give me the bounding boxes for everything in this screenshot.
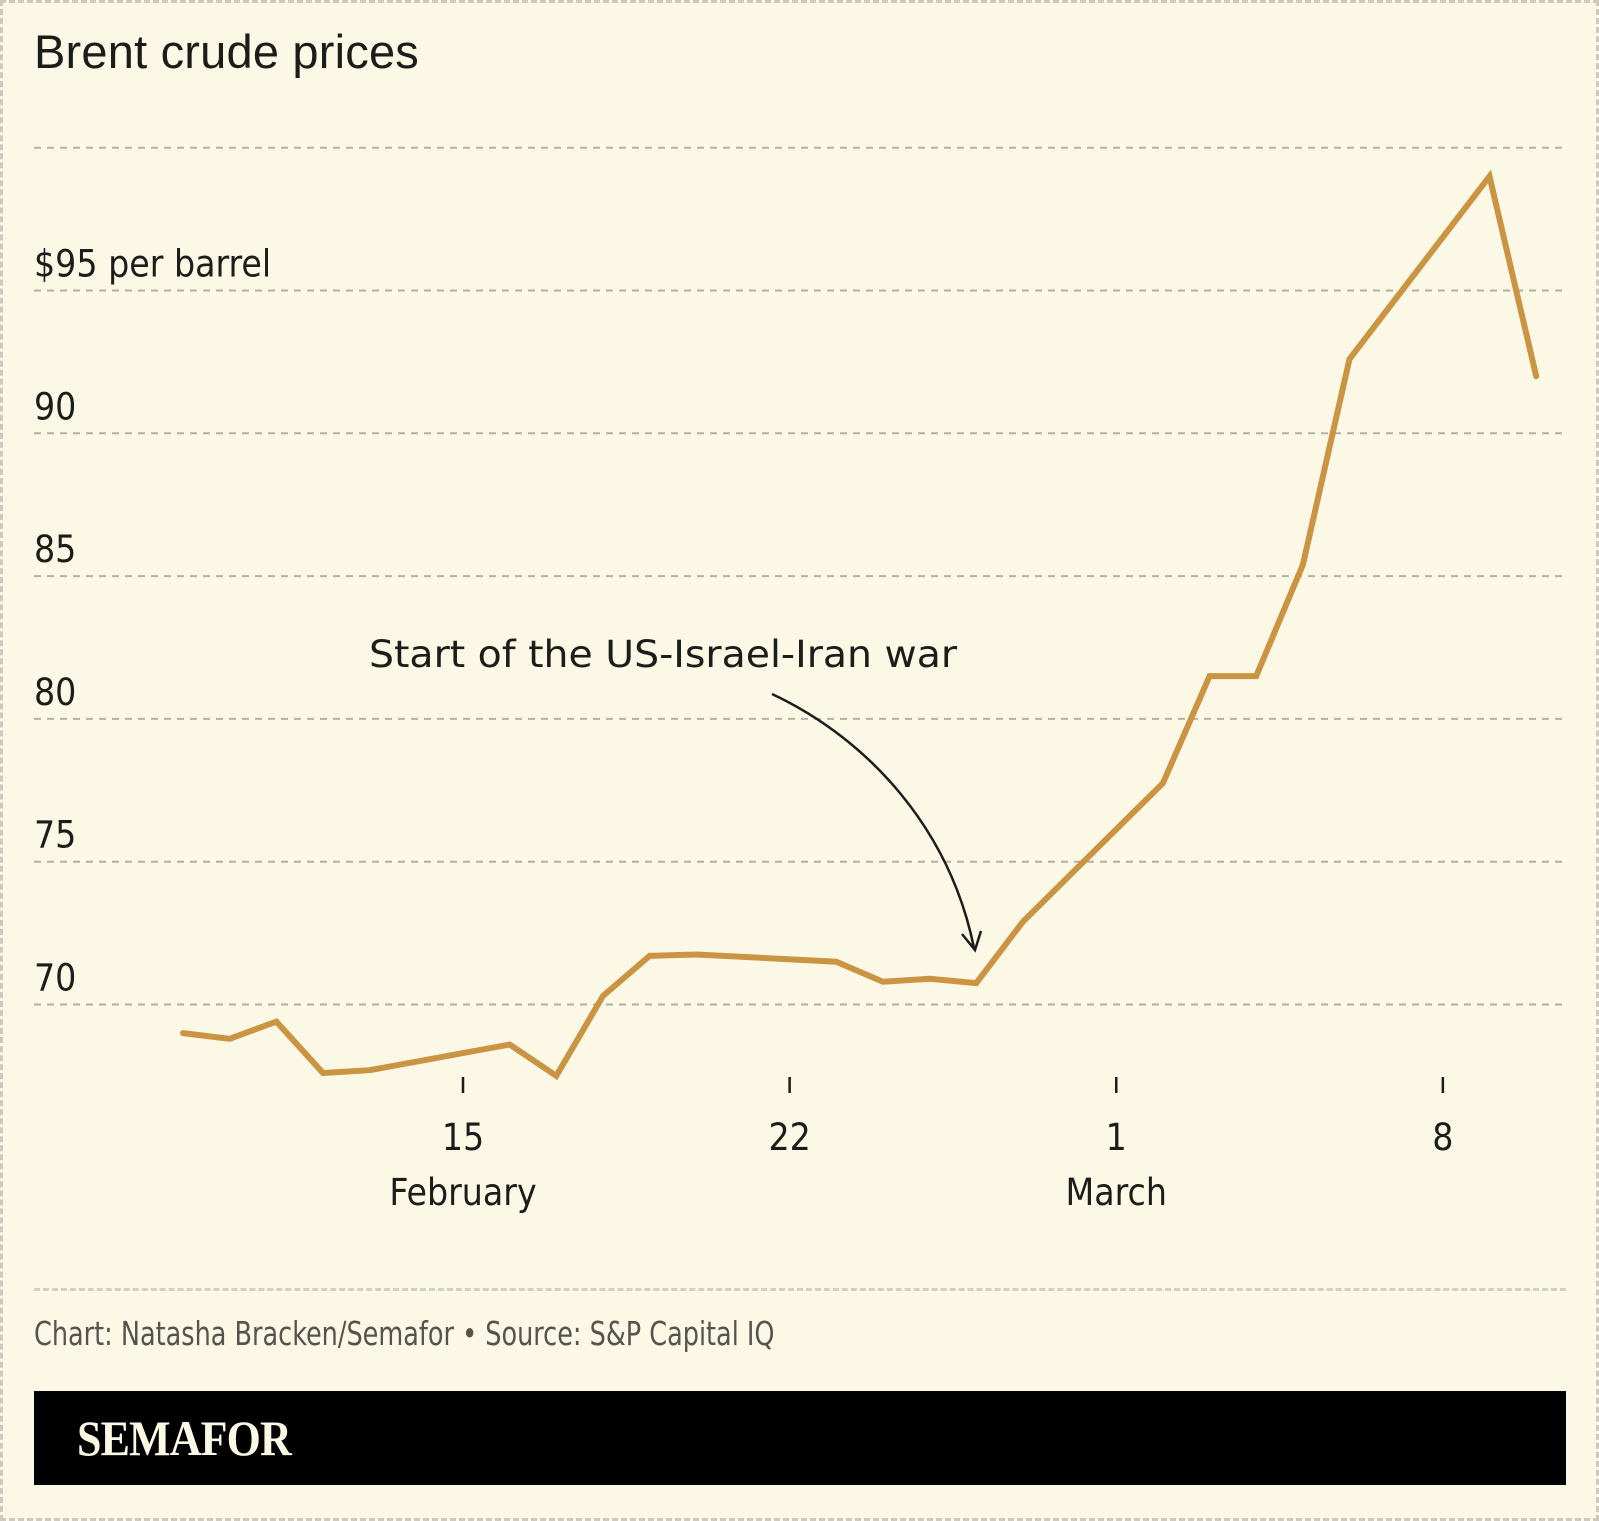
brand-bar: SEMAFOR [34,1391,1566,1485]
annotation-label: Start of the US-Israel-Iran war [369,633,957,676]
y-tick-label: 80 [34,671,76,714]
footer-divider [34,1288,1566,1291]
y-tick-label: 90 [34,385,76,428]
x-tick-label: 8 [1432,1116,1453,1159]
chart-title: Brent crude prices [34,25,419,78]
y-tick-label: 85 [34,528,76,571]
arrow-head-icon [961,930,983,953]
x-tick-label: 22 [768,1116,810,1159]
source-credit: Chart: Natasha Bracken/Semafor • Source:… [34,1314,775,1353]
gridlines [34,146,1566,1006]
semafor-logo: SEMAFOR [77,1410,292,1466]
y-tick-label: $95 per barrel [34,243,271,286]
x-tick-label: 15 [442,1116,484,1159]
x-axis: 15 February 22 1 March 8 [389,1077,1453,1214]
y-tick-label: 70 [34,957,76,1000]
data-series [180,169,1540,1081]
annotation: Start of the US-Israel-Iran war [369,633,983,953]
x-month-label: March [1066,1171,1167,1214]
x-tick-label: 1 [1106,1116,1127,1159]
series-line-brent [180,169,1540,1081]
y-tick-label: 75 [34,814,76,857]
y-axis-labels: 70 75 80 85 90 $95 per barrel [34,243,271,1000]
annotation-arrow [771,692,976,949]
x-month-label: February [389,1171,536,1214]
